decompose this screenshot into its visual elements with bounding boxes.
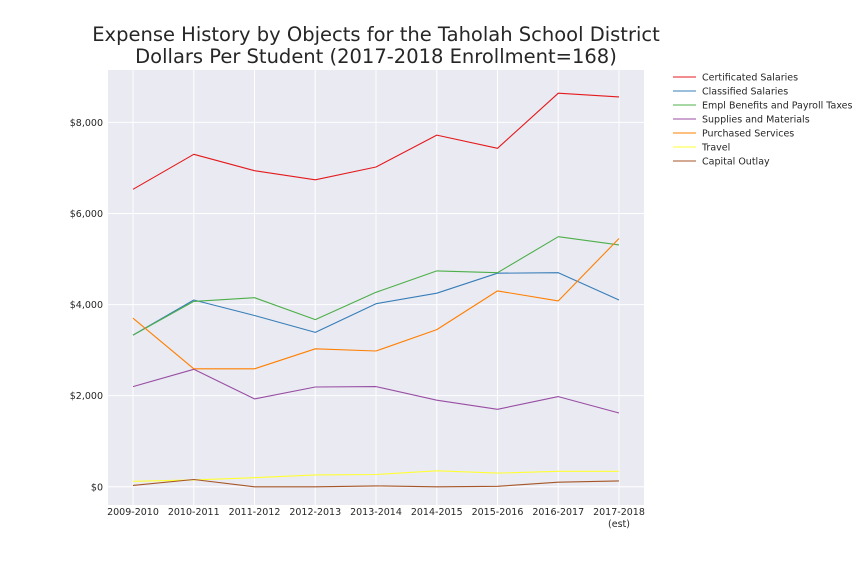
- legend: Certificated Salaries Classified Salaries…: [673, 73, 853, 168]
- grid-lines: [108, 70, 644, 505]
- legend-label: Capital Outlay: [702, 157, 770, 168]
- x-tick-label: 2016-2017: [532, 507, 584, 518]
- y-tick-label: $6,000: [70, 209, 103, 220]
- y-tick-label: $0: [91, 482, 103, 493]
- legend-label: Travel: [701, 143, 730, 154]
- y-tick-label: $2,000: [70, 391, 103, 402]
- legend-label: Supplies and Materials: [702, 115, 810, 126]
- series-line-supplies-and-materials: [132, 368, 620, 414]
- x-axis: 2009-2010 2010-2011 2011-2012 2012-2013 2013…: [107, 507, 645, 530]
- x-tick-label: 2012-2013: [289, 507, 341, 518]
- y-axis: $0 $2,000 $4,000 $6,000 $8,000: [70, 118, 103, 493]
- x-tick-label: 2017-2018: [593, 507, 645, 518]
- x-tick-label: 2010-2011: [168, 507, 220, 518]
- legend-label: Purchased Services: [702, 129, 794, 140]
- chart-title-line-1: Expense History by Objects for the Tahol…: [92, 23, 660, 46]
- x-tick-label: 2009-2010: [107, 507, 159, 518]
- series-line-empl-benefits-and-payroll-taxes: [132, 236, 620, 336]
- x-tick-label: 2014-2015: [411, 507, 463, 518]
- x-tick-sublabel: (est): [608, 519, 630, 530]
- series-lines: [132, 92, 620, 488]
- y-tick-label: $4,000: [70, 300, 103, 311]
- legend-label: Certificated Salaries: [702, 73, 798, 84]
- series-line-purchased-services: [132, 238, 620, 370]
- chart-title-line-2: Dollars Per Student (2017-2018 Enrollmen…: [135, 45, 617, 68]
- series-line-capital-outlay: [132, 478, 620, 488]
- legend-label: Classified Salaries: [702, 87, 788, 98]
- x-tick-label: 2015-2016: [472, 507, 524, 518]
- y-tick-label: $8,000: [70, 118, 103, 129]
- series-line-classified-salaries: [132, 272, 620, 336]
- series-line-travel: [132, 470, 619, 482]
- legend-label: Empl Benefits and Payroll Taxes: [702, 101, 853, 112]
- series-line-certificated-salaries: [132, 92, 620, 190]
- x-tick-label: 2013-2014: [350, 507, 402, 518]
- x-tick-label: 2011-2012: [229, 507, 281, 518]
